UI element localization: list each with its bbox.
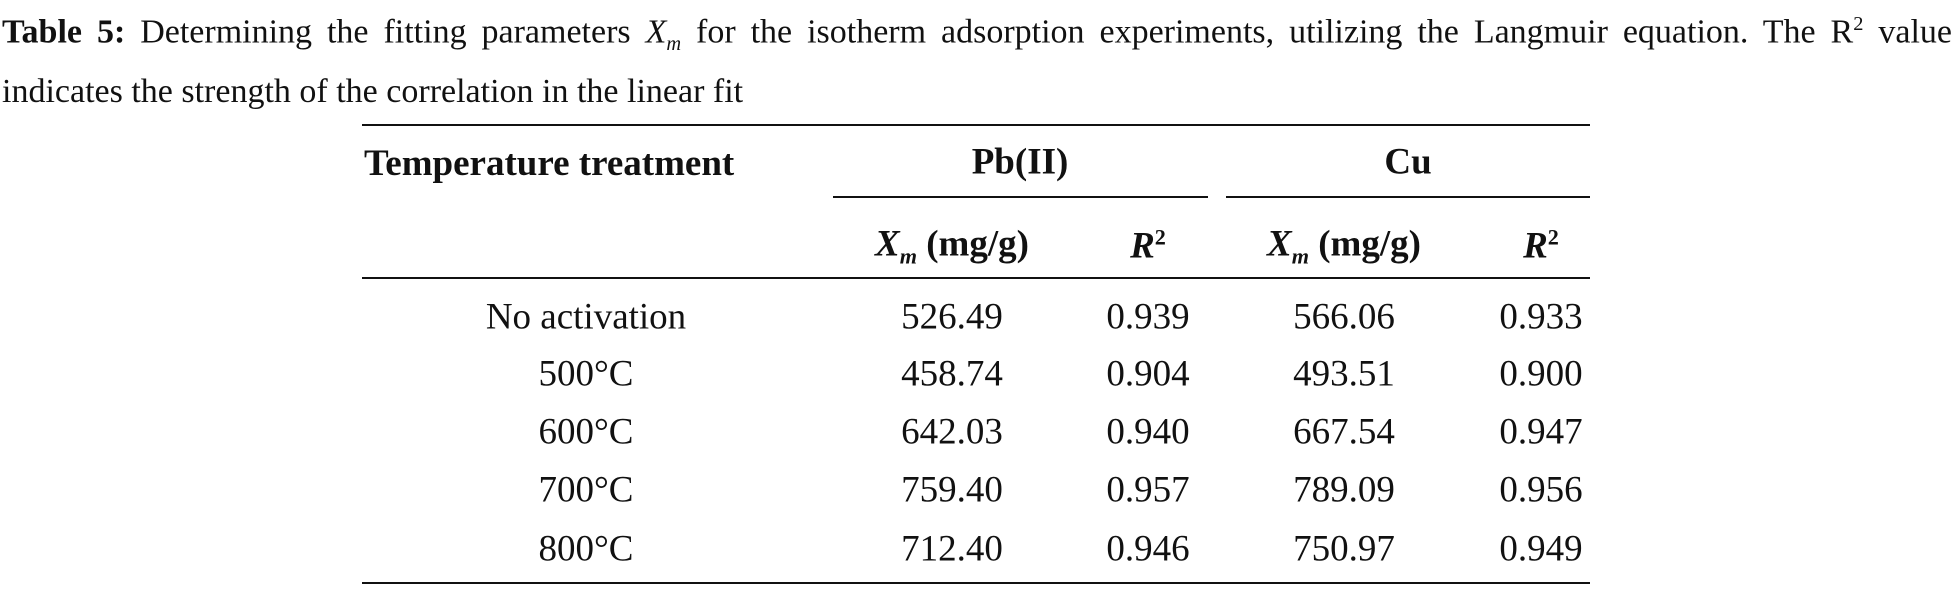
- cell-value: 526.49: [901, 296, 1003, 338]
- symbol: X: [875, 223, 900, 265]
- cell-value: 0.947: [1499, 411, 1583, 453]
- symbol-sub: m: [1292, 244, 1309, 269]
- row-label: No activation: [485, 296, 687, 338]
- cell-value: 759.40: [901, 469, 1003, 511]
- caption-text: for the isotherm adsorption experiments,…: [696, 13, 1854, 51]
- cell-value: 667.54: [1293, 411, 1395, 453]
- group-header: Cu: [1384, 141, 1432, 183]
- unit: (mg/g): [1318, 223, 1421, 265]
- row-label: 500°C: [538, 353, 634, 395]
- symbol-sub-text: m: [1291, 243, 1309, 269]
- cell-value: 0.940: [1106, 411, 1190, 453]
- caption-symbol: X: [645, 13, 667, 51]
- row-label: 700°C: [538, 469, 634, 511]
- sub-header: Xm (mg/g): [1267, 222, 1421, 269]
- cell-value: 0.957: [1106, 469, 1190, 511]
- row-label-header: Temperature treatment: [364, 143, 735, 184]
- cell-value: 458.74: [901, 353, 1003, 395]
- sub-header: R2: [1130, 224, 1166, 267]
- unit: (mg/g): [926, 223, 1029, 265]
- header-rule: [362, 277, 1590, 279]
- sub-header: Xm (mg/g): [875, 222, 1029, 269]
- symbol-sub-text: m: [899, 243, 917, 269]
- group-header: Pb(II): [971, 141, 1069, 183]
- sub-header: R2: [1523, 224, 1559, 267]
- caption-label: Table 5:: [2, 13, 126, 51]
- cell-value: 0.939: [1106, 296, 1190, 338]
- cell-value: 642.03: [901, 411, 1003, 453]
- cell-value: 0.949: [1499, 528, 1583, 570]
- symbol-sup: 2: [1154, 224, 1166, 250]
- cell-value: 0.956: [1499, 469, 1583, 511]
- cell-value: 0.904: [1106, 353, 1190, 395]
- symbol: R: [1523, 225, 1548, 267]
- cell-value: 566.06: [1293, 296, 1395, 338]
- group-rule: [1226, 196, 1590, 198]
- row-label: 600°C: [538, 411, 634, 453]
- symbol: X: [1267, 223, 1292, 265]
- caption: Table 5: Determining the fitting paramet…: [2, 0, 1952, 116]
- symbol: R: [1130, 225, 1155, 267]
- group-rule: [833, 196, 1208, 198]
- caption-text: Determining the fitting parameters: [140, 13, 631, 51]
- row-label: 800°C: [538, 528, 634, 570]
- cell-value: 0.946: [1106, 528, 1190, 570]
- table-bottom-rule: [362, 582, 1590, 584]
- symbol-sub: m: [900, 244, 917, 269]
- caption-text: value indicates the strength of the corr…: [2, 13, 1952, 111]
- cell-value: 0.900: [1499, 353, 1583, 395]
- cell-value: 493.51: [1293, 353, 1395, 395]
- cell-value: 789.09: [1293, 469, 1395, 511]
- cell-value: 0.933: [1499, 296, 1583, 338]
- cell-value: 712.40: [901, 528, 1003, 570]
- symbol-sup: 2: [1547, 224, 1559, 250]
- table-top-rule: [362, 124, 1590, 126]
- caption-sup: 2: [1853, 13, 1864, 35]
- caption-symbol-sub: m: [666, 33, 682, 56]
- cell-value: 750.97: [1293, 528, 1395, 570]
